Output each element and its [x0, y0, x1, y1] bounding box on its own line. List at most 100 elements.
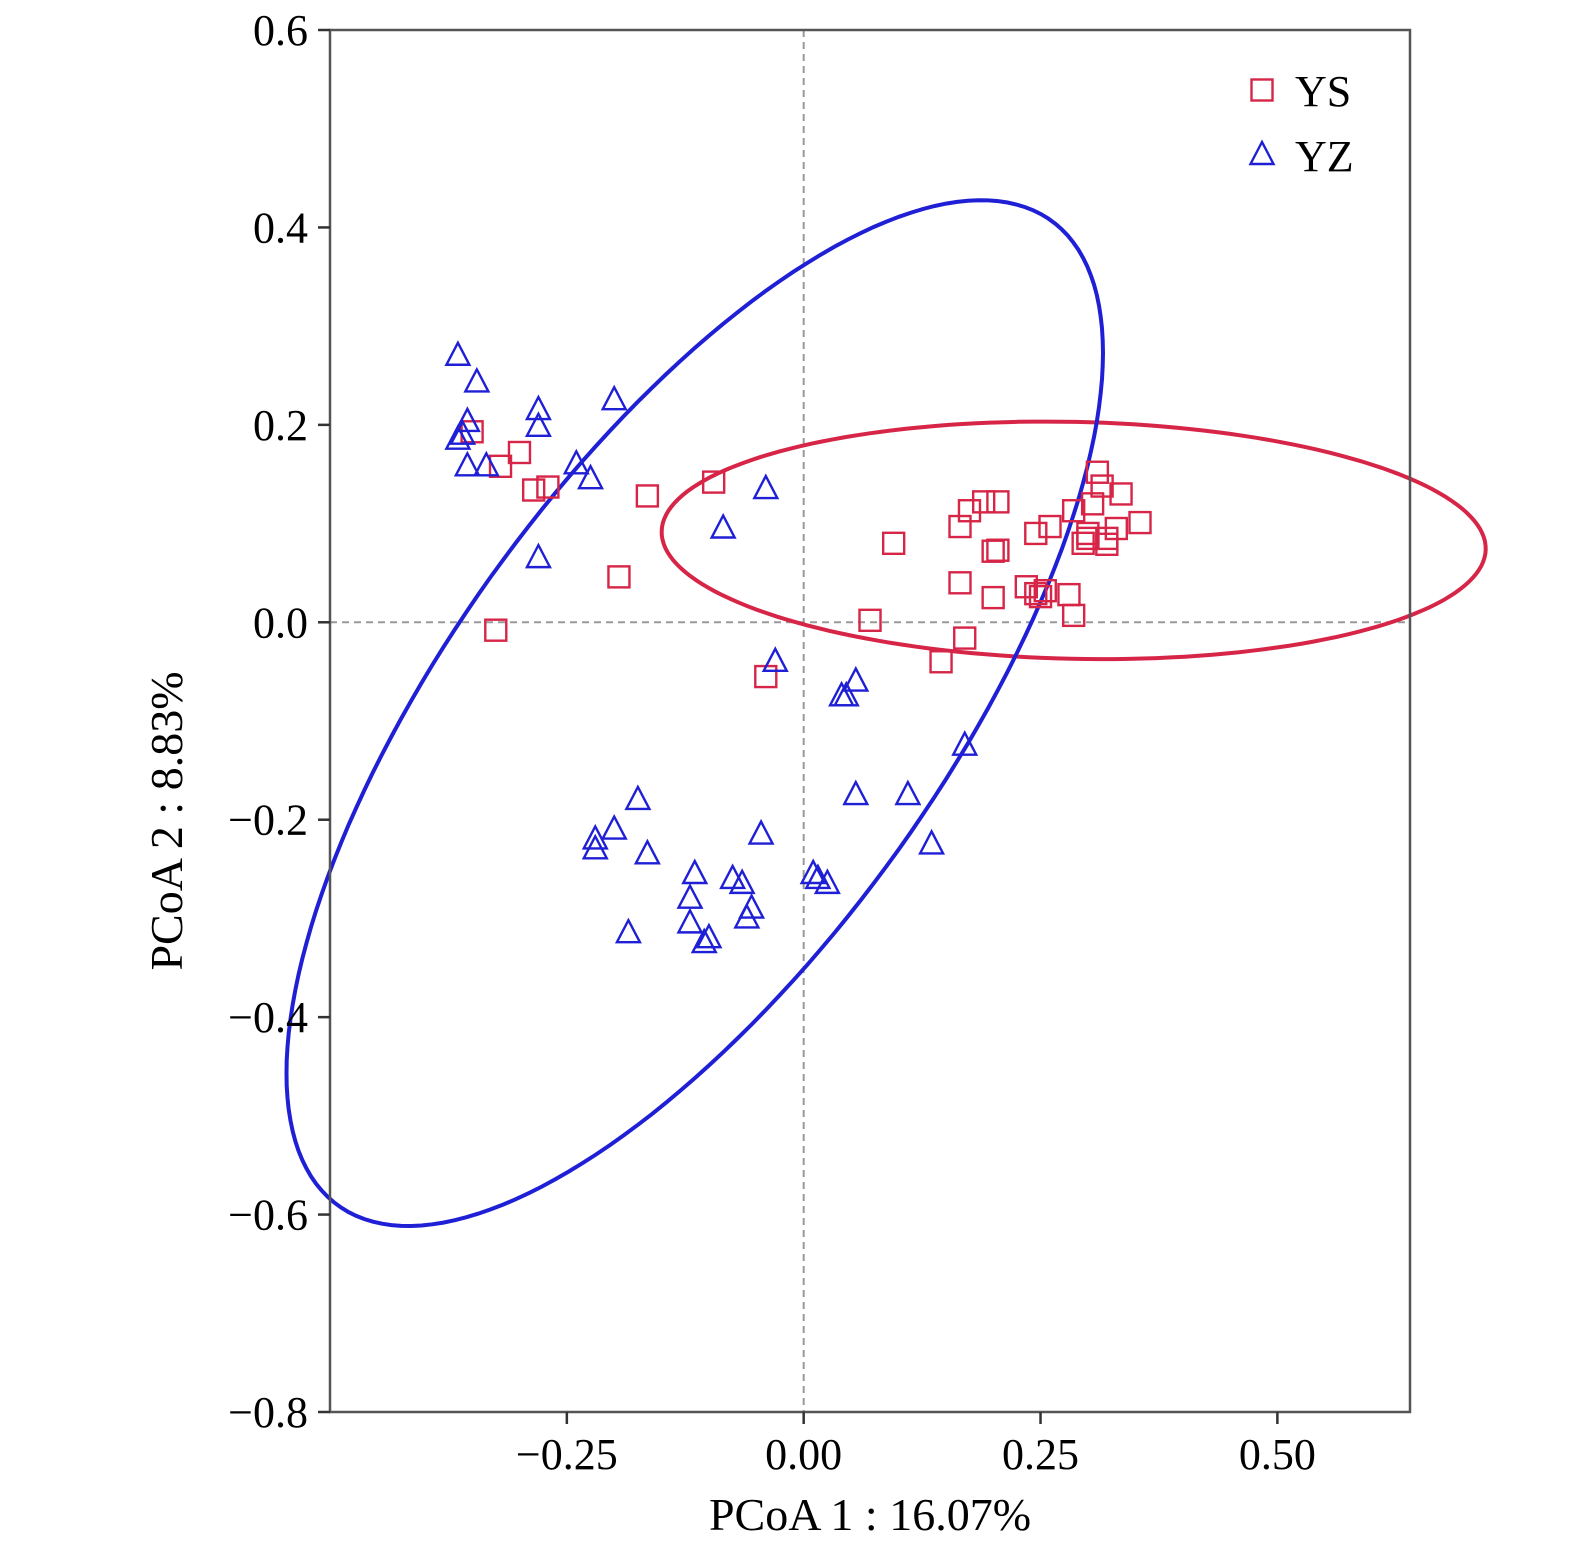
data-point — [1057, 582, 1081, 607]
data-point — [614, 917, 642, 944]
data-point — [1090, 474, 1114, 498]
data-point — [600, 384, 628, 411]
data-point — [728, 868, 756, 895]
data-point — [842, 665, 870, 692]
data-point — [521, 478, 546, 502]
data-point — [488, 454, 513, 479]
data-point — [948, 571, 972, 595]
data-point — [524, 542, 552, 569]
data-point — [577, 463, 605, 490]
data-point — [881, 531, 906, 556]
data-point — [695, 922, 723, 949]
x-axis-ticks: −0.25 0.00 0.25 0.50 — [516, 1412, 1316, 1479]
data-point — [472, 450, 500, 477]
data-point — [581, 823, 609, 850]
data-point — [1061, 603, 1086, 628]
data-point — [444, 424, 472, 450]
data-point — [624, 784, 652, 811]
data-point — [951, 730, 979, 756]
data-point — [813, 868, 841, 895]
x-tick-label: 0.00 — [765, 1430, 842, 1479]
data-point — [709, 512, 737, 539]
data-point — [1104, 516, 1129, 541]
data-point — [453, 406, 481, 433]
ellipse-ys — [659, 419, 1488, 662]
series-yz — [444, 340, 979, 954]
data-point — [507, 440, 532, 465]
data-point — [1038, 514, 1062, 539]
confidence-ellipses — [284, 198, 1488, 1229]
legend-marker-ys — [1250, 78, 1274, 102]
y-tick-label: 0.2 — [253, 401, 308, 450]
data-point — [747, 818, 775, 845]
data-point — [1024, 521, 1048, 546]
x-tick-label: 0.50 — [1239, 1430, 1316, 1479]
legend-label-ys: YS — [1295, 67, 1351, 116]
data-point — [953, 626, 977, 650]
data-point — [894, 779, 922, 806]
data-point — [600, 813, 628, 840]
y-tick-label: 0.4 — [253, 203, 308, 252]
data-point — [1028, 584, 1053, 609]
data-point — [1109, 482, 1133, 506]
x-tick-label: −0.25 — [516, 1430, 618, 1479]
y-axis-ticks: 0.6 0.4 0.2 0.0 −0.2 −0.4 −0.6 −0.8 — [228, 6, 330, 1437]
data-point — [562, 448, 590, 475]
data-point — [484, 618, 508, 642]
y-tick-label: 0.6 — [253, 6, 308, 55]
data-point — [633, 838, 661, 865]
y-tick-label: −0.4 — [228, 993, 308, 1042]
data-point — [858, 608, 882, 633]
y-tick-label: 0.0 — [253, 598, 308, 647]
y-tick-label: −0.6 — [228, 1191, 308, 1240]
data-point — [581, 833, 609, 860]
plot-frame — [328, 28, 1412, 1414]
data-point — [635, 484, 660, 508]
data-point — [681, 858, 709, 885]
data-point — [733, 902, 761, 929]
legend: YS YZ — [1248, 67, 1354, 181]
data-point — [832, 680, 860, 707]
data-point — [453, 450, 481, 477]
data-point — [986, 538, 1010, 562]
data-point — [701, 470, 726, 494]
series-ys — [460, 420, 1152, 689]
data-point — [1085, 460, 1110, 484]
data-point — [981, 585, 1005, 610]
data-point — [1061, 499, 1086, 523]
legend-label-yz: YZ — [1295, 132, 1354, 181]
y-axis-title: PCoA 2 : 8.83% — [141, 671, 192, 970]
data-point — [676, 907, 704, 934]
data-point — [986, 490, 1010, 514]
data-point — [1033, 578, 1057, 603]
scatter-points — [444, 340, 1152, 954]
legend-marker-yz — [1248, 139, 1276, 166]
data-point — [971, 490, 996, 514]
data-point — [463, 366, 491, 393]
data-point — [799, 858, 827, 885]
reference-lines — [330, 30, 1410, 1412]
data-point — [607, 565, 631, 589]
data-point — [1076, 521, 1100, 546]
data-point — [524, 394, 552, 421]
data-point — [918, 828, 946, 855]
data-point — [1128, 510, 1152, 535]
ellipse-yz — [284, 198, 1106, 1229]
data-point — [524, 411, 552, 438]
x-axis-title: PCoA 1 : 16.07% — [709, 1489, 1031, 1540]
y-tick-label: −0.8 — [228, 1388, 308, 1437]
data-point — [761, 646, 789, 672]
data-point — [929, 650, 953, 674]
data-point — [719, 863, 747, 890]
data-point — [449, 419, 477, 445]
data-point — [444, 340, 472, 366]
data-point — [842, 779, 870, 806]
data-point — [536, 475, 560, 499]
x-tick-label: 0.25 — [1002, 1430, 1079, 1479]
data-point — [957, 499, 982, 523]
data-point — [981, 539, 1005, 563]
data-point — [752, 473, 780, 500]
data-point — [690, 927, 718, 954]
y-tick-label: −0.2 — [228, 796, 308, 845]
